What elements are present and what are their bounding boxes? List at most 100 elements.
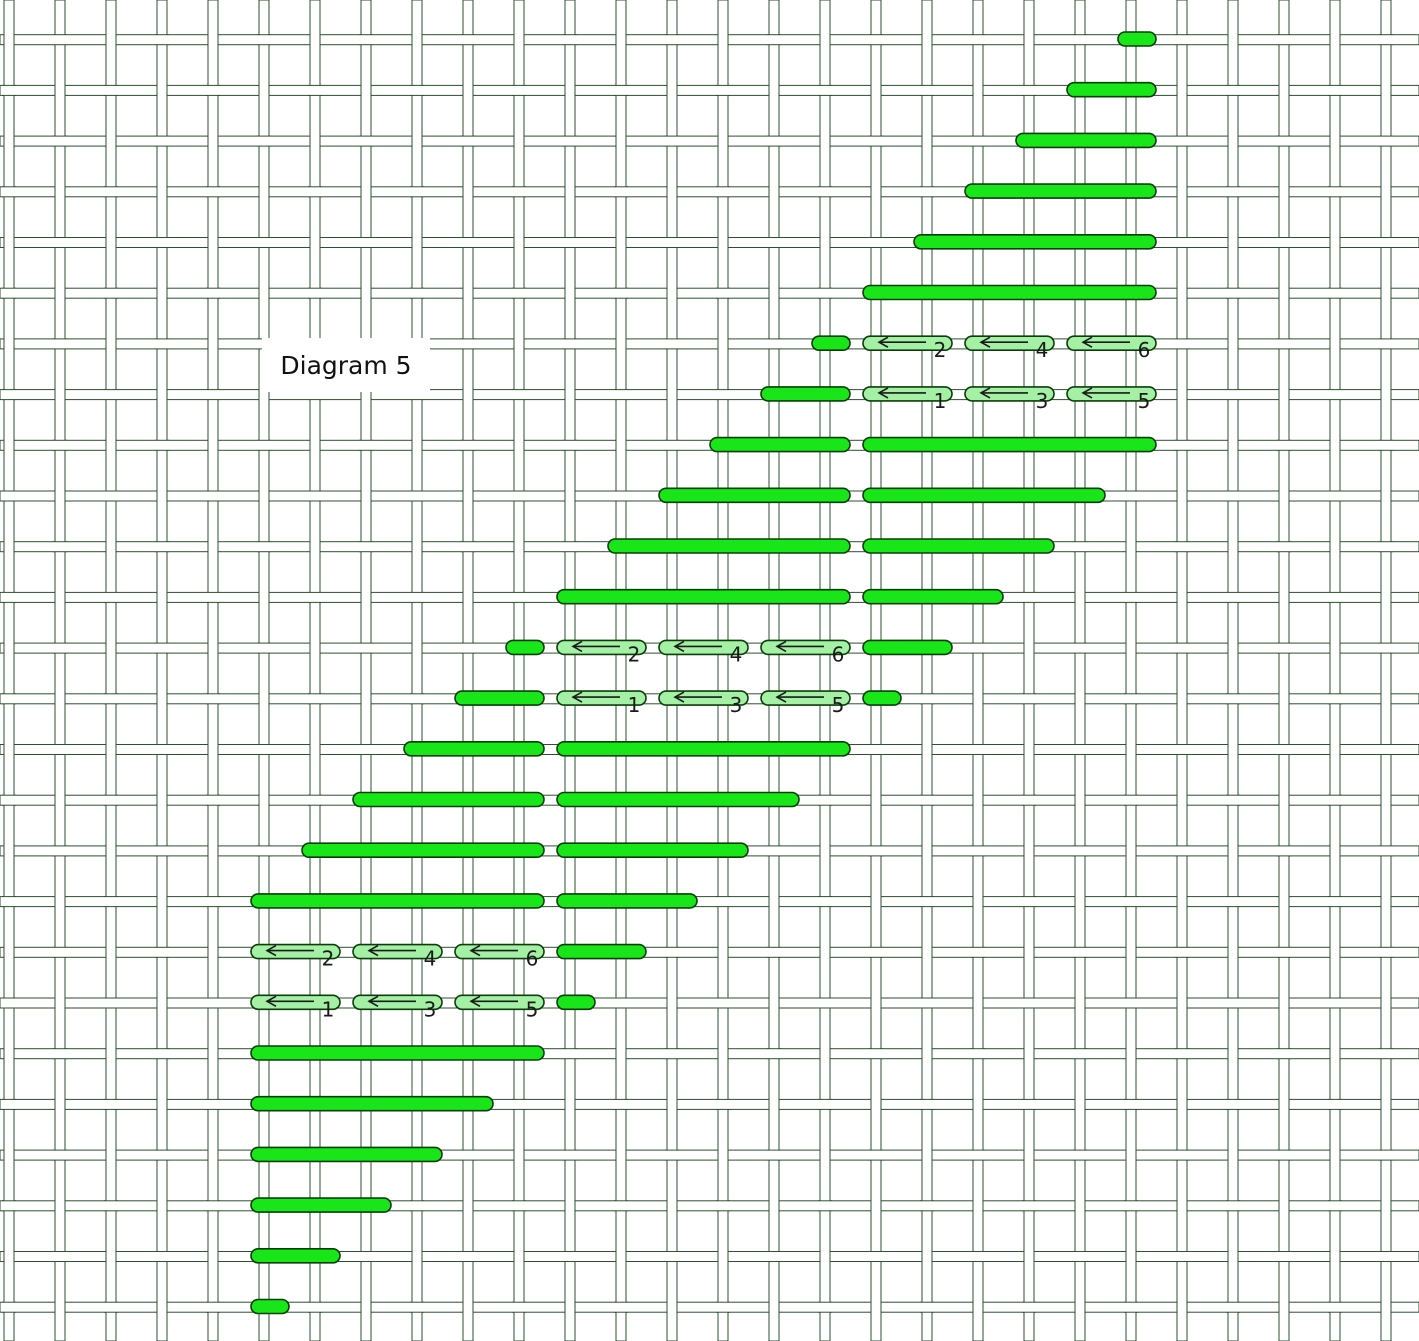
canvas-weave-crossing <box>1226 998 1240 1008</box>
canvas-weave-crossing <box>104 1200 118 1211</box>
canvas-weave-crossing <box>614 1099 628 1110</box>
canvas-weave-crossing <box>53 947 67 958</box>
canvas-weave-crossing <box>512 389 526 400</box>
canvas-weave-crossing <box>971 947 985 958</box>
canvas-weave-crossing <box>1175 136 1189 147</box>
canvas-weave-crossing <box>512 1302 526 1313</box>
numbered-stitch-body <box>352 943 443 960</box>
stitch <box>301 842 545 859</box>
canvas-weave-crossing <box>53 1150 67 1161</box>
canvas-weave-crossing <box>53 1251 67 1262</box>
canvas-weave-crossing <box>461 34 475 45</box>
canvas-weave-crossing <box>971 1251 985 1262</box>
canvas-weave-crossing <box>869 1150 883 1161</box>
arrow-head-icon <box>877 336 889 348</box>
canvas-weave-crossing <box>104 896 118 907</box>
canvas-weave-crossing <box>665 1150 679 1161</box>
canvas-weave-crossing <box>359 541 373 552</box>
canvas-weave-crossing <box>410 389 424 400</box>
canvas-weave-crossing <box>104 288 118 299</box>
canvas-weave-crossing <box>818 1302 832 1313</box>
canvas-weave-crossing <box>53 440 67 451</box>
canvas-weave-crossing <box>1073 1150 1087 1161</box>
canvas-vertical-thread <box>258 0 270 1341</box>
canvas-weave-crossing <box>410 85 424 96</box>
canvas-weave-crossing <box>512 186 526 197</box>
canvas-weave-crossing <box>767 338 781 349</box>
stitch <box>250 893 545 909</box>
canvas-weave-crossing <box>461 1150 475 1161</box>
stitch <box>250 1248 341 1264</box>
numbered-stitch-body <box>250 994 341 1011</box>
canvas-weave-crossing <box>563 136 577 147</box>
canvas-vertical-thread <box>564 0 576 1341</box>
canvas-weave-crossing <box>716 186 730 197</box>
canvas-weave-crossing <box>920 1302 934 1313</box>
canvas-weave-crossing <box>512 288 526 299</box>
arrow-head-icon <box>367 995 379 1007</box>
stitch <box>556 791 800 808</box>
stitch-sequence-number: 3 <box>730 693 743 717</box>
canvas-weave-crossing <box>869 34 883 45</box>
canvas-weave-crossing <box>104 186 118 197</box>
stitch <box>556 740 851 757</box>
canvas-weave-crossing <box>257 643 271 654</box>
canvas-weave-crossing <box>1226 896 1240 907</box>
canvas-weave-crossing <box>155 34 169 45</box>
numbered-stitch-layer: 2 4 6 1 3 5 2 4 6 1 3 5 2 4 6 1 3 5 <box>250 335 1157 1021</box>
canvas-weave-crossing <box>1124 896 1138 907</box>
canvas-weave-crossing <box>53 136 67 147</box>
canvas-horizontal-thread <box>0 1048 1419 1060</box>
stitch-sequence-number: 5 <box>832 693 845 717</box>
canvas-weave-crossing <box>1022 998 1036 1008</box>
canvas-weave-crossing <box>2 896 16 907</box>
canvas-weave-crossing <box>1328 1302 1342 1313</box>
canvas-weave-crossing <box>2 186 16 197</box>
numbered-stitch-body <box>658 690 749 706</box>
canvas-weave-crossing <box>1379 541 1393 552</box>
canvas-weave-crossing <box>359 643 373 654</box>
canvas-vertical-thread <box>1125 0 1137 1341</box>
arrow-head-icon <box>1081 336 1093 348</box>
canvas-weave-crossing <box>1175 440 1189 451</box>
canvas-weave-crossing <box>53 744 67 755</box>
canvas-weave-crossing <box>1175 845 1189 856</box>
canvas-weave-crossing <box>2 1099 16 1110</box>
canvas-vertical-thread <box>54 0 66 1341</box>
canvas-weave-crossing <box>461 338 475 349</box>
canvas-weave-crossing <box>665 440 679 451</box>
canvas-weave-crossing <box>818 186 832 197</box>
canvas-weave-crossing <box>1073 1251 1087 1262</box>
canvas-vertical-thread <box>819 0 831 1341</box>
numbered-stitch-body <box>760 639 851 656</box>
canvas-weave-crossing <box>155 338 169 349</box>
canvas-horizontal-thread <box>0 1200 1419 1212</box>
canvas-weave-crossing <box>869 1251 883 1262</box>
canvas-weave-crossing <box>308 1302 322 1313</box>
canvas-vertical-thread <box>411 0 423 1341</box>
canvas-weave-crossing <box>614 491 628 501</box>
stitch <box>556 893 698 909</box>
numbered-stitch-body <box>760 690 851 706</box>
canvas-weave-crossing <box>512 1200 526 1211</box>
canvas-weave-crossing <box>308 85 322 96</box>
canvas-weave-crossing <box>1175 338 1189 349</box>
stitch <box>760 386 851 402</box>
canvas-weave-crossing <box>1328 592 1342 603</box>
canvas-weave-crossing <box>1379 947 1393 958</box>
canvas-weave-crossing <box>1277 338 1291 349</box>
stitch <box>658 487 851 504</box>
canvas-weave-crossing <box>1379 1048 1393 1059</box>
canvas-weave-crossing <box>1379 338 1393 349</box>
canvas-weave-crossing <box>614 998 628 1008</box>
canvas-weave-crossing <box>461 541 475 552</box>
stitch <box>607 538 851 554</box>
canvas-weave-crossing <box>971 34 985 45</box>
canvas-weave-crossing <box>1124 1302 1138 1313</box>
canvas-weave-crossing <box>1175 34 1189 45</box>
diagram-title-box: Diagram 5 <box>262 338 430 392</box>
canvas-horizontal-thread <box>0 389 1419 401</box>
canvas-weave-crossing <box>1277 34 1291 45</box>
canvas-weave-crossing <box>512 592 526 603</box>
canvas-weave-crossing <box>1022 1302 1036 1313</box>
